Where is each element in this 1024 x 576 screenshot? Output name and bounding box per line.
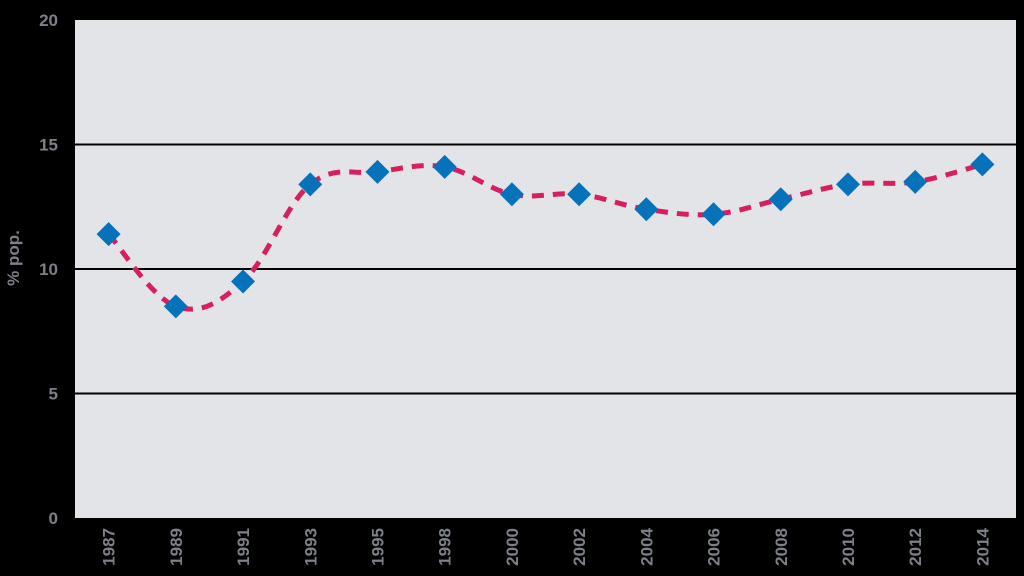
x-tick-label: 2010	[839, 528, 858, 566]
diamond-marker-icon	[903, 169, 928, 194]
x-tick-label: 1989	[167, 528, 186, 566]
diamond-marker-icon	[96, 222, 121, 247]
diamond-marker-icon	[970, 152, 995, 177]
x-tick-label: 2004	[637, 527, 656, 565]
x-tick-label: 2014	[973, 527, 992, 565]
y-axis-ticks: 0 5 10 15 20	[39, 11, 58, 528]
x-tick-label: 2000	[503, 528, 522, 566]
x-tick-label: 1993	[301, 528, 320, 566]
gridlines	[75, 143, 1016, 395]
x-tick-label: 2008	[772, 528, 791, 566]
x-tick-label: 1998	[436, 528, 455, 566]
y-tick-label: 5	[49, 385, 58, 404]
diamond-marker-icon	[365, 159, 390, 184]
diamond-marker-icon	[432, 154, 457, 179]
diamond-marker-icon	[634, 197, 659, 222]
diamond-marker-icon	[298, 172, 323, 197]
diamond-marker-icon	[231, 269, 256, 294]
y-tick-label: 15	[39, 136, 58, 155]
x-tick-label: 1987	[100, 528, 119, 566]
y-tick-label: 20	[39, 11, 58, 30]
diamond-marker-icon	[768, 187, 793, 212]
y-tick-label: 10	[39, 260, 58, 279]
diamond-marker-icon	[701, 202, 726, 227]
series-markers	[96, 152, 995, 319]
diamond-marker-icon	[835, 172, 860, 197]
diamond-marker-icon	[499, 182, 524, 207]
x-tick-label: 1991	[234, 528, 253, 566]
y-tick-label: 0	[49, 509, 58, 528]
diamond-marker-icon	[567, 182, 592, 207]
x-axis-ticks: 1987 1989 1991 1993 1995 1998 2000 2002 2004 2006…	[100, 527, 993, 565]
x-tick-label: 2012	[906, 528, 925, 566]
diamond-marker-icon	[163, 294, 188, 319]
x-tick-label: 2002	[570, 528, 589, 566]
x-tick-label: 1995	[368, 528, 387, 566]
y-axis-title: % pop.	[4, 230, 23, 286]
x-tick-label: 2006	[705, 528, 724, 566]
